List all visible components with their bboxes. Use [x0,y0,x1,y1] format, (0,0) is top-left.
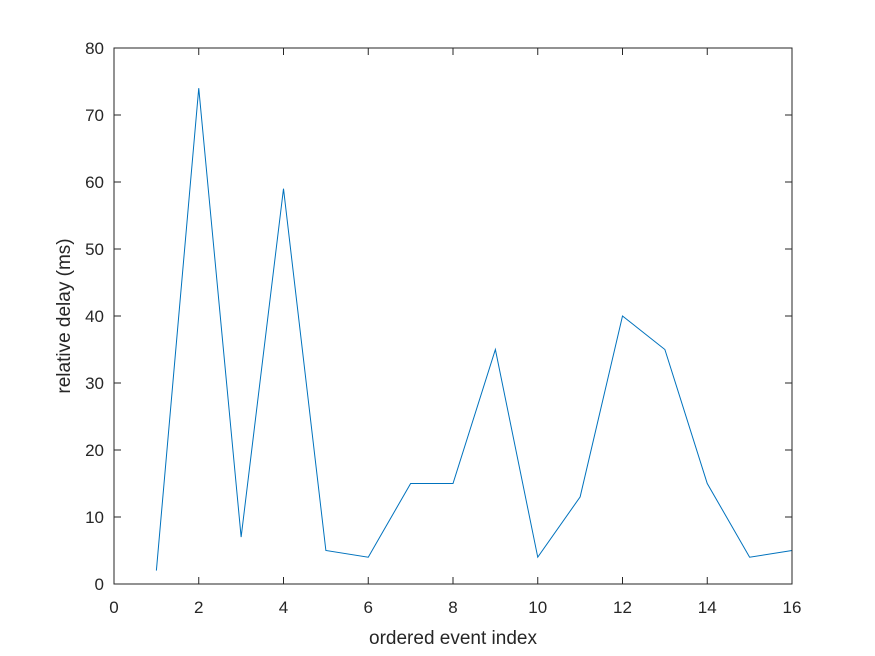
data-point [368,557,369,558]
data-point [749,557,750,558]
y-tick-label: 10 [85,508,104,527]
y-tick-label: 60 [85,173,104,192]
data-point [537,557,538,558]
y-tick-label: 20 [85,441,104,460]
x-tick-label: 8 [448,598,457,617]
y-tick-label: 40 [85,307,104,326]
data-point [495,349,496,350]
y-tick-label: 70 [85,106,104,125]
x-axis-ticks: 0 2 4 6 8 10 12 14 16 [109,48,801,617]
data-point [198,88,199,89]
data-point [283,188,284,189]
x-axis-title: ordered event index [369,628,537,649]
x-tick-label: 10 [528,598,547,617]
data-point [156,570,157,571]
data-point [580,496,581,497]
data-point [410,483,411,484]
data-point [241,537,242,538]
y-tick-label: 30 [85,374,104,393]
y-axis-title: relative delay (ms) [54,238,75,393]
y-axis-ticks: 0 10 20 30 40 50 60 70 80 [85,39,792,594]
y-tick-label: 50 [85,240,104,259]
data-point [664,349,665,350]
x-tick-label: 2 [194,598,203,617]
x-tick-label: 4 [279,598,288,617]
data-point [622,315,623,316]
plot-area [114,48,792,584]
series-layer [155,88,793,571]
x-tick-label: 0 [109,598,118,617]
x-tick-label: 6 [364,598,373,617]
data-point [707,483,708,484]
x-tick-label: 12 [613,598,632,617]
y-tick-label: 80 [85,39,104,58]
x-tick-label: 16 [783,598,802,617]
data-point [325,550,326,551]
series-line-0 [155,88,793,571]
y-tick-label: 0 [95,575,104,594]
data-point [452,483,453,484]
x-tick-label: 14 [698,598,717,617]
